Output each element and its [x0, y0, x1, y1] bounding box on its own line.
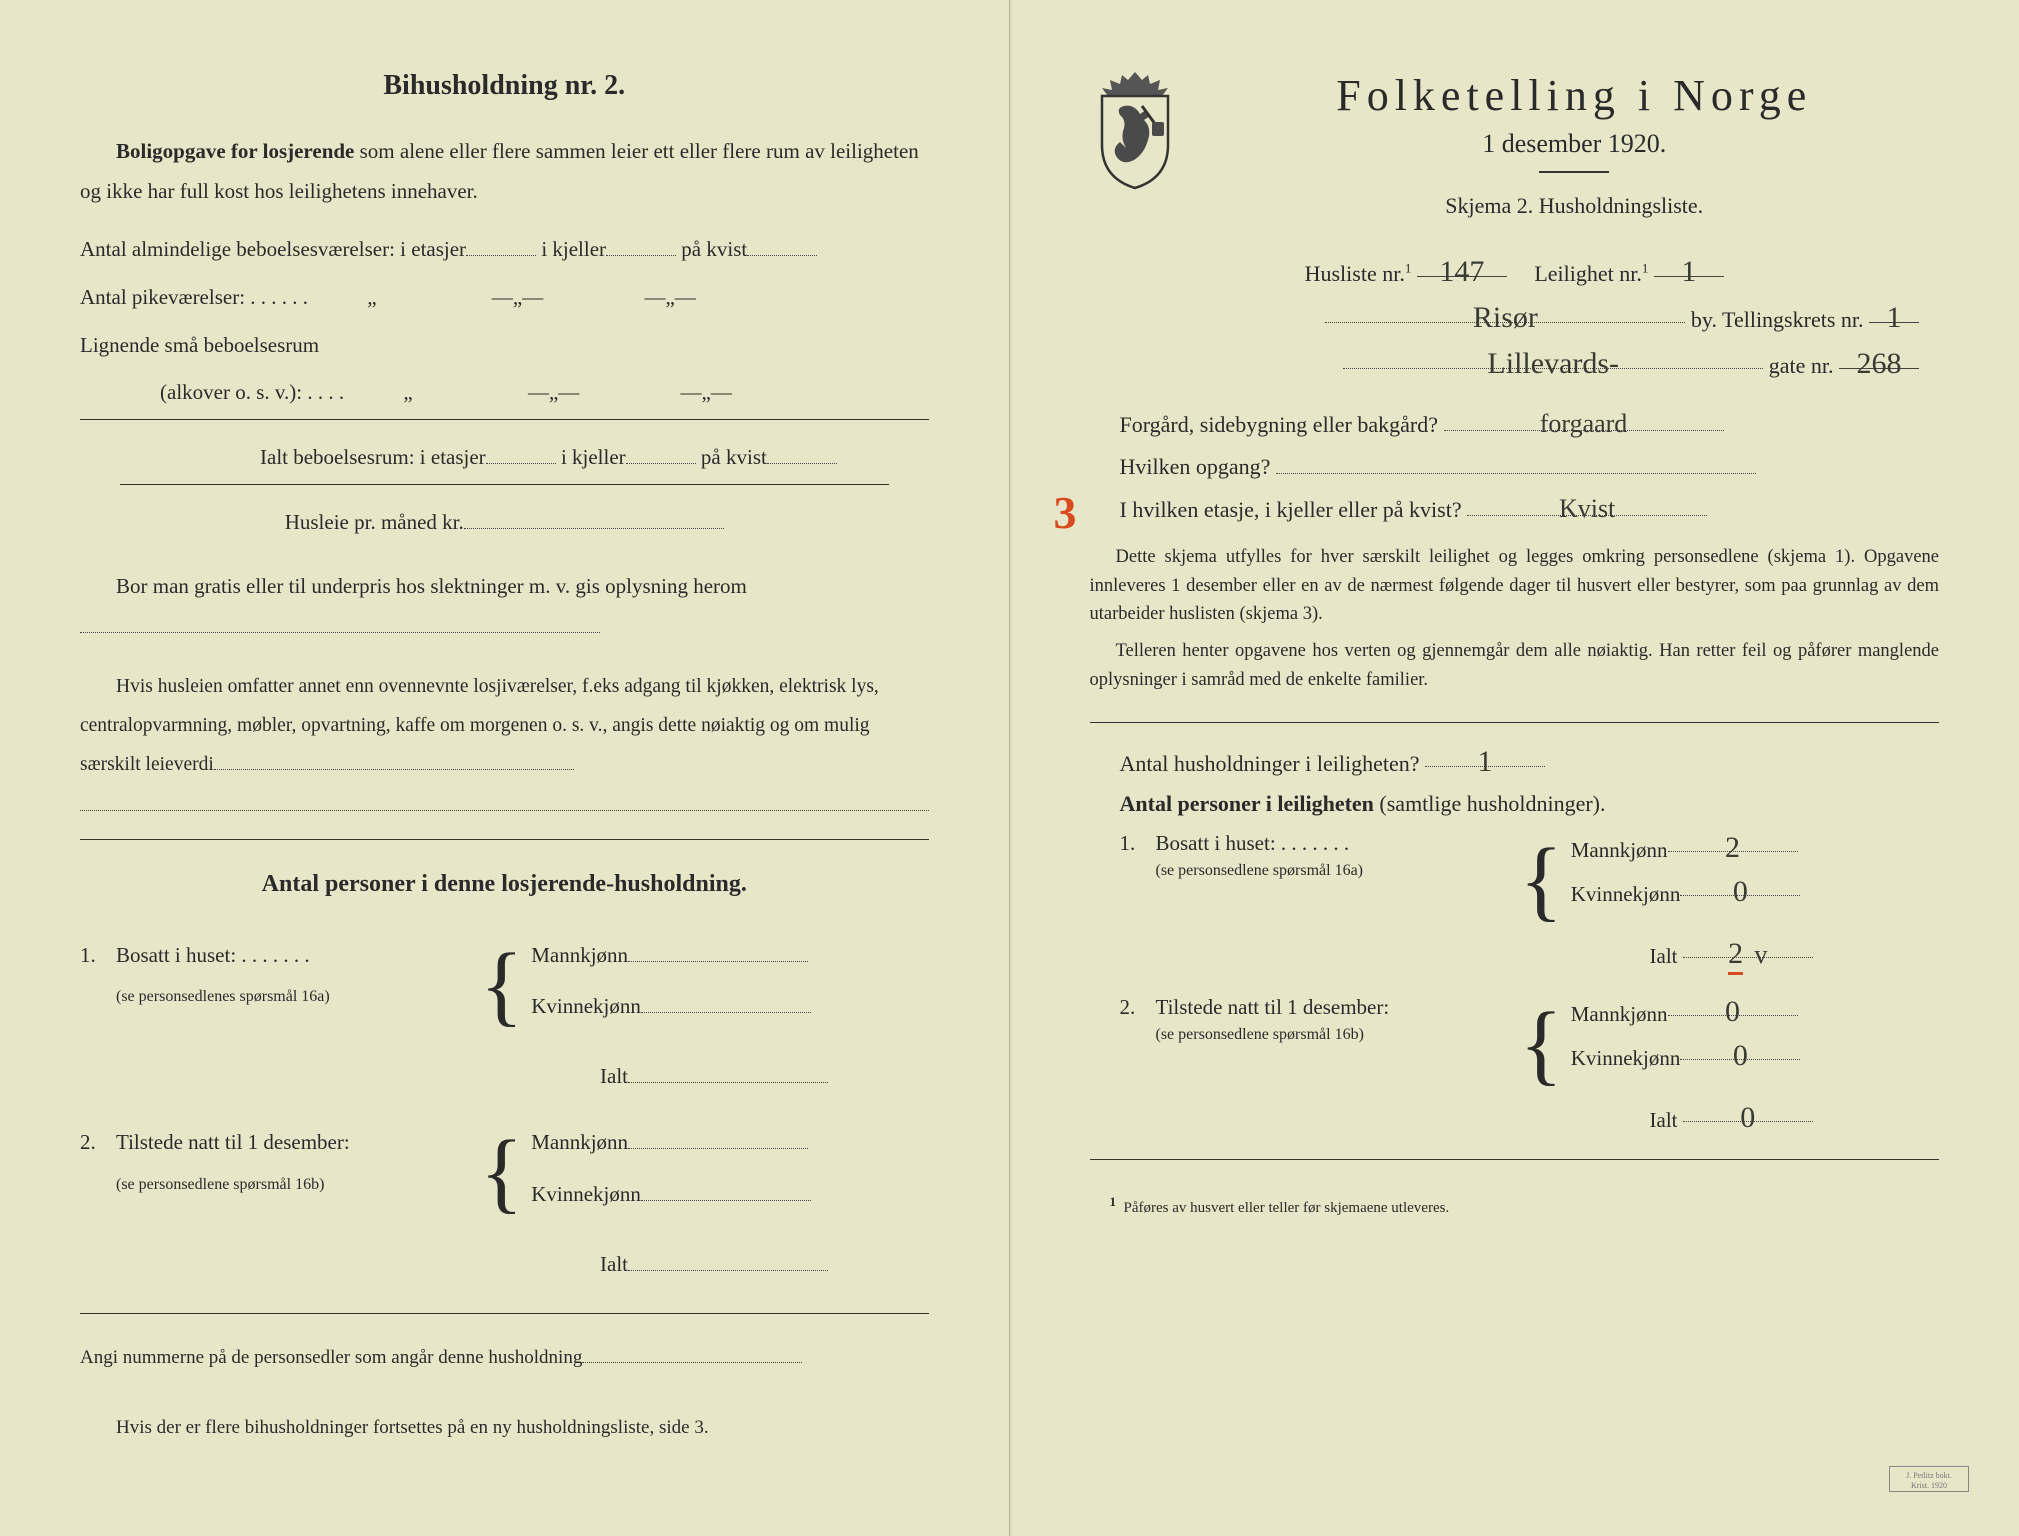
instructions-1: Dette skjema utfylles for hver særskilt … — [1090, 543, 1940, 629]
gate-line: Lillevards- gate nr. 268 — [1090, 347, 1940, 379]
divider-r2 — [1090, 1159, 1940, 1160]
red-margin-mark: 3 — [1054, 486, 1077, 539]
bor-man-line: Bor man gratis eller til underpris hos s… — [80, 567, 929, 647]
husliste-line: Husliste nr.1 147 Leilighet nr.1 1 — [1090, 255, 1940, 287]
main-title: Folketelling i Norge — [1210, 70, 1940, 121]
left-ialt-1: Ialt — [80, 1057, 929, 1097]
pike-line: Antal pikeværelser: . . . . . . „ —„— —„… — [80, 278, 929, 318]
coat-of-arms-icon — [1090, 70, 1180, 190]
left-page: Bihusholdning nr. 2. Boligopgave for los… — [0, 0, 1010, 1536]
left-row-1: 1. Bosatt i huset: . . . . . . . (se per… — [80, 936, 929, 1040]
printer-stamp: J. Petlitz bokt.Krist. 1920 — [1889, 1466, 1969, 1492]
q2: Hvilken opgang? — [1090, 452, 1940, 480]
right-row-1: 1. Bosatt i huset: . . . . . . . (se per… — [1090, 831, 1940, 919]
antal-hush: Antal husholdninger i leiligheten? 1 — [1090, 745, 1940, 777]
lignende-line1: Lignende små beboelsesrum — [80, 326, 929, 366]
right-ialt-2: Ialt 0 — [1090, 1101, 1940, 1133]
instructions-2: Telleren henter opgavene hos verten og g… — [1090, 637, 1940, 694]
by-line: Risør by. Tellingskrets nr. 1 — [1090, 301, 1940, 333]
husleien-note: Hvis husleien omfatter annet enn ovennev… — [80, 667, 929, 784]
skjema-line: Skjema 2. Husholdningsliste. — [1210, 193, 1940, 219]
right-row-2: 2. Tilstede natt til 1 desember: (se per… — [1090, 995, 1940, 1083]
footnote: 1 Påføres av husvert eller teller før sk… — [1090, 1194, 1940, 1217]
left-row-2: 2. Tilstede natt til 1 desember: (se per… — [80, 1123, 929, 1227]
right-ialt-1: Ialt 2 v — [1090, 937, 1940, 969]
right-section-title: Antal personer i leiligheten (samtlige h… — [1090, 791, 1940, 817]
fortsettes-line: Hvis der er flere bihusholdninger fortse… — [80, 1410, 929, 1446]
checkmark: v — [1754, 940, 1767, 969]
divider-2 — [80, 1313, 929, 1314]
right-page: Folketelling i Norge 1 desember 1920. Sk… — [1010, 0, 2019, 1536]
angi-line: Angi nummerne på de personsedler som ang… — [80, 1340, 929, 1376]
divider-r1 — [1090, 722, 1940, 723]
ialt-rooms-line: Ialt beboelsesrum: i etasjer i kjeller p… — [120, 438, 889, 485]
rooms-line: Antal almindelige beboelsesværelser: i e… — [80, 230, 929, 270]
document-spread: Bihusholdning nr. 2. Boligopgave for los… — [0, 0, 2019, 1536]
q1: Forgård, sidebygning eller bakgård? forg… — [1090, 409, 1940, 438]
q3: 3 I hvilken etasje, i kjeller eller på k… — [1090, 494, 1940, 523]
lignende-line2: (alkover o. s. v.): . . . . „ —„— —„— — [80, 373, 929, 420]
right-header: Folketelling i Norge 1 desember 1920. Sk… — [1090, 70, 1940, 237]
left-ialt-2: Ialt — [80, 1245, 929, 1285]
husleie-line: Husleie pr. måned kr. — [80, 503, 929, 543]
left-heading: Bihusholdning nr. 2. — [80, 70, 929, 102]
left-section-title: Antal personer i denne losjerende-hushol… — [80, 862, 929, 908]
divider — [80, 839, 929, 840]
intro-text: Boligopgave for losjerende som alene ell… — [80, 132, 929, 212]
date-line: 1 desember 1920. — [1210, 129, 1940, 159]
